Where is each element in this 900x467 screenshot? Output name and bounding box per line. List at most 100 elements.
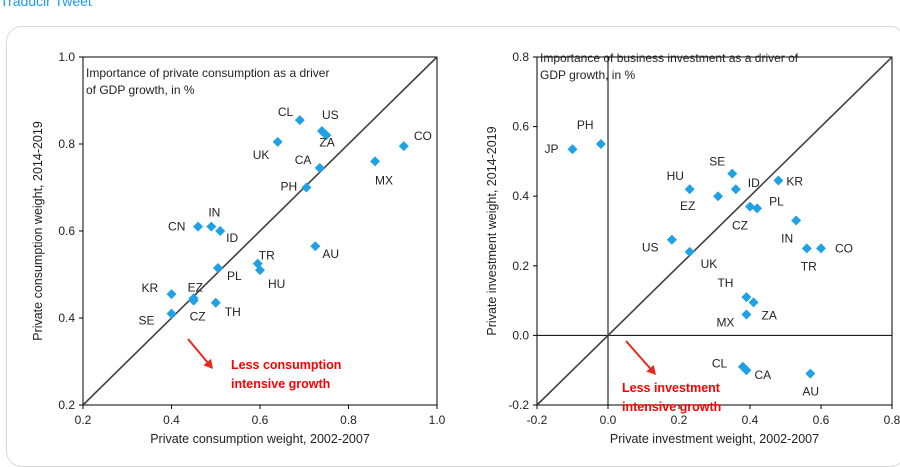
data-point-mx [370,156,381,167]
data-label-mx: MX [375,173,393,187]
data-label-au: AU [322,247,339,261]
y-tick-label: 0.4 [58,311,75,325]
data-point-au [310,241,321,252]
data-point-pl [752,203,763,214]
data-point-co [816,243,826,254]
x-tick-label: 0.0 [600,413,617,427]
plot-frame [536,56,893,406]
y-tick-label: 0.2 [512,259,529,273]
data-label-se: SE [709,155,725,169]
data-label-au: AU [802,385,819,399]
data-label-cz: CZ [190,309,206,323]
data-point-tr [801,243,812,254]
data-point-pl [212,262,223,273]
data-point-se [166,308,177,319]
inset-title-line: of GDP growth, in % [86,83,195,97]
data-point-th [210,297,221,308]
data-point-jp [567,144,578,155]
annotation-text: intensive growth [231,377,330,391]
annotation-text: Less investment [622,381,721,395]
data-label-za: ZA [762,308,777,322]
data-label-mx: MX [716,316,734,330]
y-tick-label: -0.2 [508,398,529,412]
data-point-uk [272,136,283,147]
data-label-hu: HU [268,277,285,291]
data-label-ca: CA [754,368,771,382]
data-point-uk [684,246,695,257]
data-label-kr: KR [786,175,803,189]
x-tick-label: 1.0 [429,413,446,427]
x-tick-label: 0.2 [75,413,92,427]
y-axis-title: Private investment weight, 2014-2019 [485,126,499,335]
data-label-id: ID [226,231,238,245]
x-tick-label: 0.8 [884,413,900,427]
data-label-th: TH [225,305,241,319]
data-label-tr: TR [801,259,817,273]
annotation-text: Less consumption [231,358,341,372]
diagonal-line [82,56,438,406]
data-label-hu: HU [667,169,684,183]
data-point-cz [745,201,755,212]
data-point-in [206,221,217,232]
y-tick-label: 0.0 [512,328,529,342]
annotation-arrow-head [203,358,213,369]
data-label-ph: PH [280,180,297,194]
data-label-ez: EZ [680,199,695,213]
data-label-us: US [322,108,339,122]
data-point-ca [741,365,752,376]
annotation-arrow-line [625,340,653,372]
data-point-th [741,292,752,303]
y-tick-label: 0.4 [512,189,529,203]
inset-title-line: GDP growth, in % [540,68,635,82]
data-point-za [321,130,332,141]
data-label-id: ID [748,176,760,190]
data-point-za [748,297,759,308]
inset-title-line: Importance of private consumption as a d… [86,66,329,80]
data-point-kr [773,175,784,186]
data-label-co: CO [414,129,432,143]
data-label-cn: CN [168,220,185,234]
data-label-co: CO [835,241,853,255]
x-tick-label: 0.6 [252,413,269,427]
data-label-pl: PL [227,269,242,283]
data-point-hu [684,184,695,195]
data-point-ez [713,191,724,202]
data-label-pl: PL [769,194,784,208]
x-tick-label: 0.4 [163,413,180,427]
data-label-us: US [642,241,659,255]
x-tick-label: 0.4 [742,413,759,427]
data-label-th: TH [717,276,733,290]
data-label-ca: CA [295,153,312,167]
annotation-arrow-line [187,338,210,366]
data-label-za: ZA [319,135,334,149]
data-point-ph [301,182,312,193]
y-tick-label: 0.6 [58,224,75,238]
data-label-in: IN [208,206,220,220]
data-point-id [215,226,226,236]
y-axis-title: Private consumption weight, 2014-2019 [31,121,45,341]
data-point-ph [595,139,606,149]
x-tick-label: 0.6 [813,413,830,427]
y-tick-label: 0.8 [58,137,75,151]
data-label-uk: UK [253,148,270,162]
translate-tweet-link[interactable]: Traducir Tweet [0,0,92,9]
data-point-cz [188,293,199,304]
data-label-uk: UK [701,257,718,271]
data-point-au [805,368,816,379]
data-point-cl [294,115,305,126]
chart-1: 0.2 0.4 0.6 0.8 1.0 0.2 0.4 0.6 0.8 1.0 Private co… [31,50,446,446]
data-point-ca [314,162,325,173]
data-label-in: IN [781,232,793,246]
data-point-mx [741,309,752,320]
y-tick-label: 0.8 [512,50,529,64]
y-tick-label: 1.0 [58,50,75,64]
data-label-cl: CL [712,357,728,371]
data-label-se: SE [139,314,155,328]
data-point-hu [255,265,265,276]
annotation-text: intensive growth [622,400,721,414]
chart-2: -0.2 0.0 0.2 0.4 0.6 0.8 -0.2 0.0 0.2 0.4 0.6 0.8 Pr… [485,50,900,446]
data-label-kr: KR [142,281,159,295]
x-axis-title: Private investment weight, 2002-2007 [610,432,819,446]
y-tick-label: 0.2 [58,398,75,412]
